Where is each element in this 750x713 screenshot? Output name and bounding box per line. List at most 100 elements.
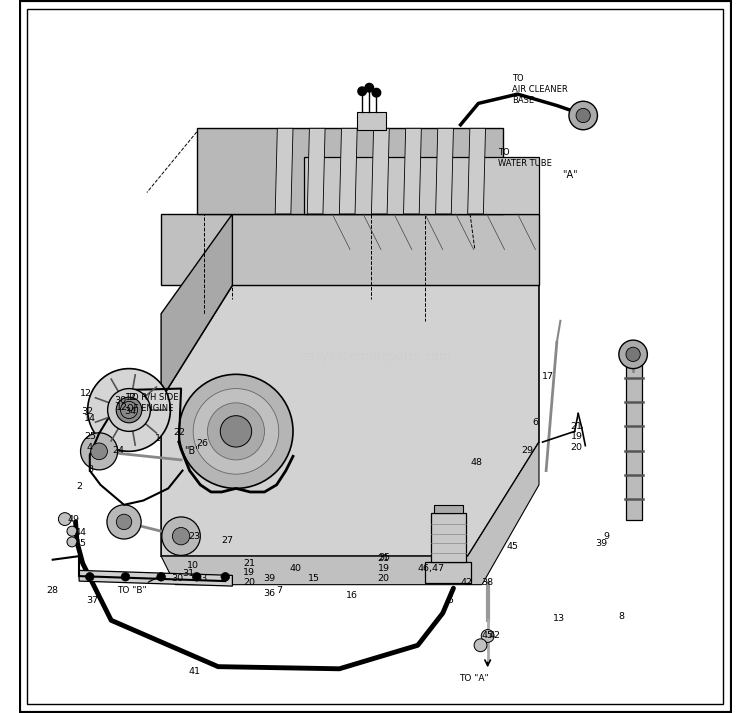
Text: 19: 19 bbox=[377, 565, 389, 573]
Text: "B": "B" bbox=[184, 446, 200, 456]
Circle shape bbox=[91, 443, 107, 460]
Bar bbox=[434, 505, 463, 513]
Text: 38: 38 bbox=[482, 578, 494, 587]
Circle shape bbox=[67, 526, 77, 536]
Circle shape bbox=[365, 83, 374, 92]
Text: 23: 23 bbox=[188, 532, 201, 540]
Text: 19: 19 bbox=[571, 432, 583, 441]
Circle shape bbox=[358, 87, 367, 96]
Text: 26: 26 bbox=[196, 439, 208, 448]
Polygon shape bbox=[161, 285, 539, 556]
Bar bbox=[425, 562, 471, 583]
Text: 15: 15 bbox=[308, 575, 320, 583]
Circle shape bbox=[220, 416, 252, 447]
Text: 28: 28 bbox=[46, 586, 58, 595]
Text: 8: 8 bbox=[618, 612, 624, 620]
Text: easyassembleparts.com: easyassembleparts.com bbox=[299, 350, 451, 363]
Text: 4: 4 bbox=[87, 443, 93, 452]
Text: 30: 30 bbox=[115, 396, 127, 405]
Text: 20: 20 bbox=[243, 578, 255, 587]
Polygon shape bbox=[308, 128, 325, 214]
Text: 31: 31 bbox=[182, 570, 194, 578]
Circle shape bbox=[179, 374, 293, 488]
Bar bbox=[357, 112, 386, 130]
Text: 10: 10 bbox=[188, 561, 200, 570]
Polygon shape bbox=[468, 128, 485, 214]
Text: 45: 45 bbox=[74, 539, 86, 548]
Circle shape bbox=[208, 403, 265, 460]
Circle shape bbox=[172, 528, 190, 545]
Text: 7: 7 bbox=[276, 586, 282, 595]
Text: 21: 21 bbox=[377, 555, 389, 563]
Polygon shape bbox=[304, 157, 539, 214]
Polygon shape bbox=[196, 128, 503, 214]
Text: 42: 42 bbox=[489, 632, 501, 640]
Text: 1: 1 bbox=[154, 434, 160, 443]
Circle shape bbox=[626, 347, 640, 361]
Text: TO "B": TO "B" bbox=[117, 574, 164, 595]
Polygon shape bbox=[79, 570, 232, 586]
Text: 14: 14 bbox=[84, 414, 96, 423]
Text: "A": "A" bbox=[562, 170, 578, 180]
Text: 16: 16 bbox=[346, 591, 358, 600]
Text: 13: 13 bbox=[553, 615, 565, 623]
Text: 34: 34 bbox=[124, 407, 136, 416]
Circle shape bbox=[576, 108, 590, 123]
Circle shape bbox=[372, 88, 381, 97]
Text: 39: 39 bbox=[263, 575, 275, 583]
Text: 44: 44 bbox=[74, 528, 86, 537]
Circle shape bbox=[194, 389, 279, 474]
Circle shape bbox=[122, 573, 130, 581]
Text: 40: 40 bbox=[290, 564, 302, 573]
Text: 12: 12 bbox=[80, 389, 92, 398]
Text: 42: 42 bbox=[460, 578, 472, 587]
Text: 33: 33 bbox=[196, 575, 208, 583]
Text: 21: 21 bbox=[243, 559, 255, 568]
Polygon shape bbox=[371, 128, 389, 214]
Bar bbox=[626, 356, 642, 520]
Text: 25: 25 bbox=[84, 432, 96, 441]
Text: TO R/H SIDE
OF ENGINE: TO R/H SIDE OF ENGINE bbox=[127, 393, 178, 413]
Text: 29: 29 bbox=[520, 446, 532, 455]
Text: 12: 12 bbox=[116, 404, 128, 412]
Text: 35: 35 bbox=[378, 553, 390, 562]
Polygon shape bbox=[339, 128, 357, 214]
Text: 12: 12 bbox=[124, 393, 136, 401]
Circle shape bbox=[482, 630, 494, 642]
Circle shape bbox=[107, 505, 141, 539]
Text: 20: 20 bbox=[571, 443, 583, 451]
Text: 48: 48 bbox=[471, 458, 483, 466]
Text: 20: 20 bbox=[377, 575, 389, 583]
Circle shape bbox=[88, 369, 170, 451]
Circle shape bbox=[193, 573, 201, 581]
Polygon shape bbox=[275, 128, 293, 214]
Circle shape bbox=[116, 514, 132, 530]
Text: 36: 36 bbox=[263, 589, 275, 597]
Circle shape bbox=[569, 101, 598, 130]
Circle shape bbox=[221, 573, 230, 581]
Text: 41: 41 bbox=[188, 667, 200, 676]
Text: 39: 39 bbox=[596, 539, 608, 548]
Polygon shape bbox=[161, 442, 539, 585]
Text: 37: 37 bbox=[86, 596, 98, 605]
Circle shape bbox=[67, 537, 77, 547]
Circle shape bbox=[474, 639, 487, 652]
Text: 45: 45 bbox=[482, 632, 494, 640]
Text: 3: 3 bbox=[87, 465, 93, 473]
Circle shape bbox=[58, 513, 71, 525]
Polygon shape bbox=[161, 214, 232, 399]
Text: 32: 32 bbox=[82, 407, 94, 416]
Text: 30: 30 bbox=[172, 575, 184, 583]
Circle shape bbox=[86, 573, 94, 581]
Text: 46,47: 46,47 bbox=[417, 564, 444, 573]
Text: 2: 2 bbox=[76, 482, 82, 491]
Text: TO
WATER TUBE: TO WATER TUBE bbox=[498, 148, 551, 168]
Text: 9: 9 bbox=[604, 532, 610, 540]
Text: TO
AIR CLEANER
BASE: TO AIR CLEANER BASE bbox=[512, 73, 568, 105]
Polygon shape bbox=[404, 128, 422, 214]
Polygon shape bbox=[436, 128, 454, 214]
Bar bbox=[430, 513, 466, 562]
Circle shape bbox=[121, 401, 137, 419]
Circle shape bbox=[619, 340, 647, 369]
Text: 17: 17 bbox=[542, 372, 554, 381]
